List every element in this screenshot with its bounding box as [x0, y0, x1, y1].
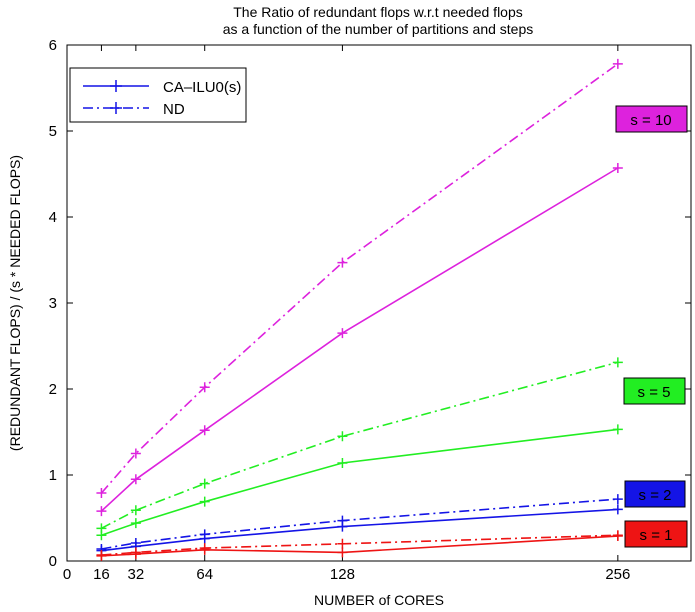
point-nd-group-3-1	[130, 547, 141, 558]
point-ca_ilu0-group-1-2	[199, 496, 210, 507]
point-nd-group-1-2	[199, 478, 210, 489]
point-nd-group-0-0	[96, 488, 107, 499]
point-ca_ilu0-group-1-3	[337, 457, 348, 468]
point-nd-group-3-3	[337, 538, 348, 549]
point-ca_ilu0-group-1-1	[130, 518, 141, 529]
point-nd-group-1-3	[337, 431, 348, 442]
x-tick-label-5: 256	[605, 566, 630, 583]
legend-nd-label: ND	[163, 101, 185, 118]
point-nd-group-2-4	[612, 494, 623, 505]
point-nd-group-0-3	[337, 257, 348, 268]
point-ca_ilu0-group-3-3	[337, 547, 348, 558]
label-s1-box	[624, 520, 688, 548]
x-tick-label-3: 64	[196, 566, 213, 583]
legend-nd-marker	[110, 102, 122, 114]
point-ca_ilu0-group-0-4	[612, 162, 623, 173]
chart-title-line-2: as a function of the number of partition…	[223, 21, 534, 37]
axis-ticks: 0 16 32 64 128 256 0 1 2 3 4 5 6	[49, 37, 691, 583]
x-tick-label-2: 32	[128, 566, 145, 583]
point-nd-group-0-1	[130, 448, 141, 459]
point-nd-group-3-4	[612, 530, 623, 541]
point-ca_ilu0-group-0-2	[199, 425, 210, 436]
y-tick-label-2: 2	[49, 381, 57, 398]
y-tick-label-3: 3	[49, 295, 57, 312]
point-ca_ilu0-group-1-4	[612, 424, 623, 435]
point-ca_ilu0-group-2-4	[612, 504, 623, 515]
y-tick-label-0: 0	[49, 553, 57, 570]
label-s5-box	[623, 377, 686, 405]
label-s2-box	[624, 480, 686, 508]
label-s5-text: s = 5	[638, 384, 671, 401]
legend: CA–ILU0(s) ND	[69, 67, 247, 123]
point-nd-group-3-0	[96, 549, 107, 560]
label-s2: s = 2	[624, 480, 686, 508]
label-s10: s = 10	[615, 105, 688, 133]
x-axis-label: NUMBER of CORES	[314, 592, 444, 608]
point-nd-group-1-0	[96, 523, 107, 534]
y-tick-label-5: 5	[49, 123, 57, 140]
legend-box	[69, 67, 247, 123]
x-tick-label-1: 16	[93, 566, 110, 583]
legend-ca-ilu0-marker	[110, 80, 122, 92]
label-s10-text: s = 10	[630, 112, 671, 129]
point-nd-group-2-3	[337, 515, 348, 526]
legend-ca-ilu0-label: CA–ILU0(s)	[163, 79, 241, 96]
label-s1: s = 1	[624, 520, 688, 548]
point-nd-group-0-4	[612, 58, 623, 69]
y-tick-label-6: 6	[49, 37, 57, 54]
point-nd-group-2-2	[199, 529, 210, 540]
point-nd-group-3-2	[199, 543, 210, 554]
label-s5: s = 5	[623, 377, 686, 405]
series-lines	[96, 58, 623, 561]
label-s1-text: s = 1	[640, 527, 673, 544]
point-nd-group-0-2	[199, 382, 210, 393]
y-tick-label-4: 4	[49, 209, 57, 226]
point-nd-group-1-1	[130, 505, 141, 516]
x-tick-label-4: 128	[330, 566, 355, 583]
y-tick-label-1: 1	[49, 467, 57, 484]
plot-area	[66, 44, 692, 562]
chart-title-line-1: The Ratio of redundant flops w.r.t neede…	[233, 4, 523, 20]
label-s2-text: s = 2	[639, 487, 672, 504]
point-ca_ilu0-group-0-1	[130, 474, 141, 485]
series-nd-group-1	[101, 361, 619, 530]
y-axis-label: (REDUNDANT FLOPS) / (s * NEEDED FLOPS)	[7, 155, 23, 451]
label-s10-box	[615, 105, 688, 133]
x-tick-label-0: 0	[63, 566, 71, 583]
point-ca_ilu0-group-0-0	[96, 506, 107, 517]
point-nd-group-2-1	[130, 537, 141, 548]
point-ca_ilu0-group-0-3	[337, 328, 348, 339]
point-nd-group-1-4	[612, 357, 623, 368]
